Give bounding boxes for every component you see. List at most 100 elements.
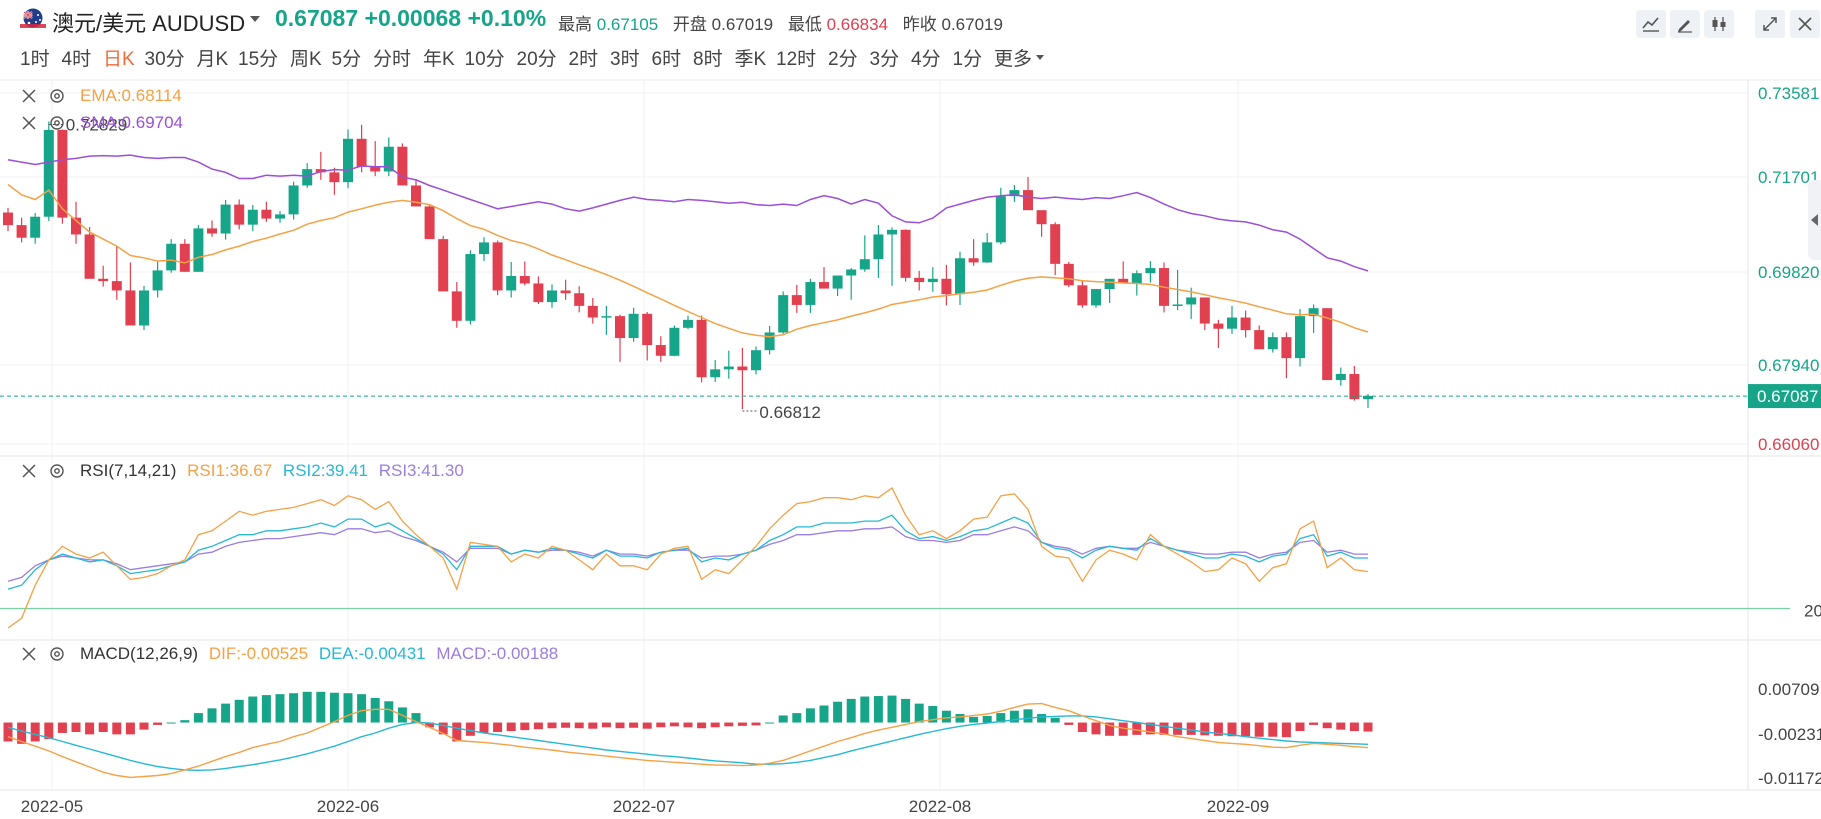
indicator-button[interactable] [1636,10,1666,38]
macd-histogram-bar [1091,722,1101,735]
more-dropdown-icon[interactable] [1036,55,1044,60]
macd-histogram-bar [710,722,720,728]
candle-body [1199,297,1210,324]
candle-style-button[interactable] [1704,10,1734,38]
x-axis-label: 2022-08 [909,797,971,816]
interval-17[interactable]: 12时 [776,49,817,70]
macd-histogram-bar [166,722,176,724]
interval-8[interactable]: 分时 [373,49,412,70]
last-price-tag-text: 0.67087 [1757,387,1818,406]
macd-histogram-bar [329,692,339,723]
candle-body [628,313,639,339]
candle-body [411,185,421,207]
candle-body [574,293,585,306]
candle-body [506,275,517,291]
candle-body [1213,323,1224,329]
interval-10[interactable]: 10分 [464,49,505,70]
macd-histogram-bar [724,722,734,727]
interval-15[interactable]: 8时 [693,49,723,70]
gear-icon[interactable] [49,88,65,104]
draw-button[interactable] [1670,10,1700,38]
interval-1[interactable]: 4时 [61,49,92,70]
candle-body [1308,308,1319,317]
fullscreen-button[interactable] [1755,10,1785,38]
interval-16[interactable]: 季K [734,49,767,70]
ohlc-stats: 最高 0.67105 开盘 0.67019 最低 0.66834 昨收 0.67… [558,15,1003,34]
interval-0[interactable]: 1时 [20,49,50,70]
rsi-axis-label: 20 [1804,602,1821,621]
macd-histogram-bar [289,693,299,723]
symbol-dropdown-icon[interactable] [250,16,260,22]
candle-body [819,282,829,289]
macd-histogram-bar [683,722,693,728]
candle-body [438,239,449,292]
close-icon[interactable] [22,116,36,130]
interval-12[interactable]: 2时 [568,49,599,70]
interval-2[interactable]: 日K [103,49,135,70]
dif-label: DIF:-0.00525 [208,644,309,663]
rsi2-label: RSI2:39.41 [282,461,368,480]
interval-6[interactable]: 周K [290,49,322,70]
candle-body [288,185,299,215]
macd-histogram-bar [316,691,326,723]
gear-icon[interactable] [49,115,65,131]
x-axis-label: 2022-09 [1207,797,1269,816]
candle-body [1227,317,1237,329]
candle-body [995,196,1006,243]
interval-4[interactable]: 月K [196,49,229,70]
interval-20[interactable]: 4分 [911,49,941,70]
macd-histogram-bar [1186,722,1196,735]
macd-histogram-bar [1200,722,1210,736]
macd-histogram-bar [1268,722,1278,737]
macd-histogram-bar [139,722,149,730]
interval-14[interactable]: 6时 [651,49,682,70]
interval-22[interactable]: 更多 [994,49,1033,70]
candle-body [166,243,177,271]
macd-histogram-bar [547,722,557,729]
interval-9[interactable]: 年K [423,49,455,70]
interval-11[interactable]: 20分 [516,49,557,70]
candle-body [111,281,122,291]
draw-icon [1678,20,1692,33]
interval-19[interactable]: 3分 [869,49,900,70]
candle-body [710,369,721,378]
candle-body [669,327,680,356]
candle-body [193,228,204,272]
macd-histogram-bar [425,722,435,728]
rsi-title: RSI(7,14,21) [80,461,177,480]
macd-histogram-bar [1241,722,1251,737]
macd-histogram-bar [465,722,475,736]
candle-body [397,146,408,186]
macd-histogram-bar [493,722,503,733]
candle-body [179,243,190,272]
chevron-left-icon[interactable] [1811,214,1818,226]
interval-3[interactable]: 30分 [144,49,185,70]
macd-axis-label: -0.00231 [1758,725,1821,744]
max-price-label: 0.72829 [66,116,127,135]
macd-histogram-bar [153,722,163,725]
gear-icon[interactable] [49,463,65,479]
close-icon[interactable] [22,647,36,661]
close-icon[interactable] [22,464,36,478]
macd-histogram-bar [411,713,421,723]
interval-21[interactable]: 1分 [952,49,983,70]
candle-body [1077,285,1088,306]
interval-13[interactable]: 3时 [610,49,640,70]
candle-body [805,282,816,305]
interval-5[interactable]: 15分 [238,49,279,70]
gear-icon[interactable] [49,646,65,662]
macd-histogram-bar [85,722,95,735]
macd-histogram-bar [751,722,761,726]
macd-histogram-bar [669,722,679,727]
close-icon[interactable] [22,89,36,103]
symbol-name[interactable]: 澳元/美元 AUDUSD [52,11,246,36]
interval-18[interactable]: 2分 [828,49,858,70]
candle-body [873,234,884,260]
macd-histogram-bar [1077,722,1087,733]
candle-body [139,290,149,326]
close-button[interactable] [1790,10,1820,38]
interval-7[interactable]: 5分 [331,49,362,70]
candle-body [533,283,544,303]
macd-histogram-bar [561,722,571,728]
